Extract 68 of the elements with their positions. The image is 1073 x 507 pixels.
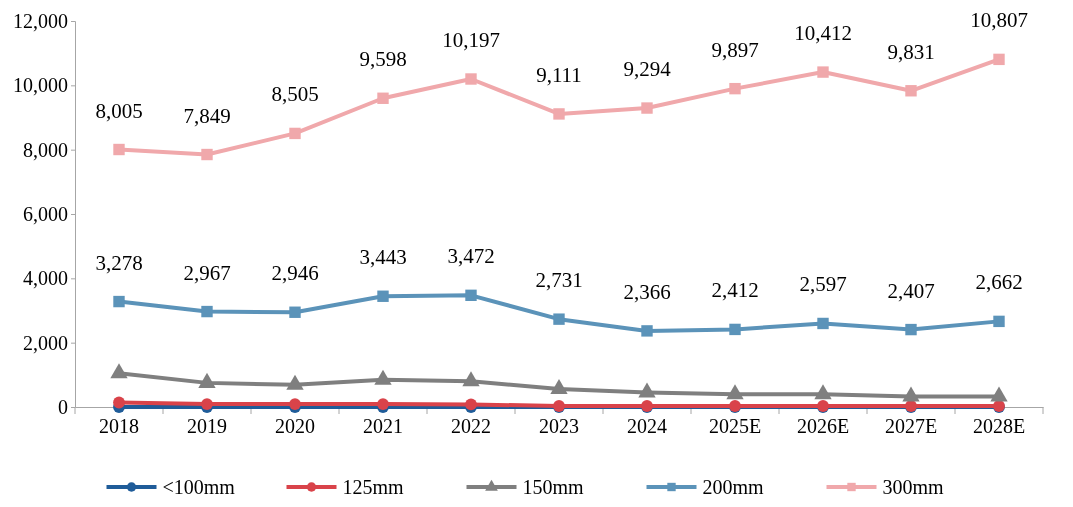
legend-label: 125mm (342, 476, 405, 498)
point (465, 289, 477, 302)
legend-label: <100mm (162, 476, 236, 498)
legend-label: 200mm (702, 476, 765, 498)
x-tick-label: 2024 (627, 415, 667, 438)
data-label: 3,278 (95, 250, 143, 275)
data-label: 2,407 (887, 278, 935, 303)
data-label: 9,294 (623, 57, 672, 82)
y-tick-label: 0 (58, 395, 68, 418)
point (113, 295, 125, 308)
point (113, 396, 125, 409)
data-label: 9,111 (536, 62, 582, 87)
data-label: 9,897 (711, 37, 759, 62)
point (817, 66, 829, 78)
x-tick-label: 2025E (708, 415, 762, 438)
data-label: 9,598 (359, 47, 407, 72)
data-label: 2,946 (271, 261, 319, 286)
y-tick-label: 8,000 (23, 138, 68, 161)
point (289, 306, 301, 318)
x-tick-label: 2026E (796, 415, 850, 438)
data-label: 7,849 (183, 103, 231, 128)
data-label: 8,005 (95, 98, 143, 123)
data-label: 3,472 (447, 244, 495, 269)
point (289, 127, 301, 140)
data-label: 2,366 (623, 279, 671, 304)
point (729, 323, 741, 336)
point (905, 323, 917, 336)
y-tick-label: 10,000 (13, 74, 68, 97)
y-tick-label: 4,000 (23, 267, 68, 290)
point (201, 305, 213, 318)
point (993, 53, 1005, 66)
point (993, 315, 1005, 328)
point (377, 92, 389, 104)
x-tick-label: 2019 (187, 415, 227, 438)
point (905, 85, 917, 97)
legend-label: 150mm (522, 476, 585, 498)
data-label: 10,412 (794, 21, 852, 46)
point (465, 73, 477, 85)
data-label: 2,731 (535, 268, 583, 293)
point (641, 325, 653, 337)
point (553, 313, 565, 325)
point (641, 102, 653, 114)
x-tick-label: 2020 (275, 415, 315, 438)
data-label: 9,831 (887, 39, 935, 64)
data-label: 3,443 (359, 245, 407, 270)
data-label: 2,662 (975, 270, 1023, 295)
data-label: 10,807 (970, 8, 1028, 33)
x-tick-label: 2028E (972, 415, 1026, 438)
x-tick-label: 2023 (539, 415, 579, 438)
y-tick-label: 6,000 (23, 202, 68, 225)
point (377, 290, 389, 302)
x-tick-label: 2022 (451, 415, 491, 438)
x-tick-label: 2018 (99, 415, 139, 438)
x-tick-label: 2027E (884, 415, 938, 438)
x-tick-label: 2021 (363, 415, 403, 438)
legend-label: 300mm (882, 476, 945, 498)
point (817, 317, 829, 330)
point (201, 148, 213, 161)
data-label: 8,505 (271, 82, 319, 107)
y-tick-label: 2,000 (23, 331, 68, 354)
data-label: 2,967 (183, 260, 231, 285)
data-label: 2,412 (711, 278, 759, 303)
y-tick-label: 12,000 (13, 9, 68, 32)
point (553, 108, 565, 120)
data-label: 10,197 (442, 28, 500, 52)
point (113, 143, 125, 156)
point (729, 82, 741, 95)
data-label: 2,597 (799, 272, 847, 297)
